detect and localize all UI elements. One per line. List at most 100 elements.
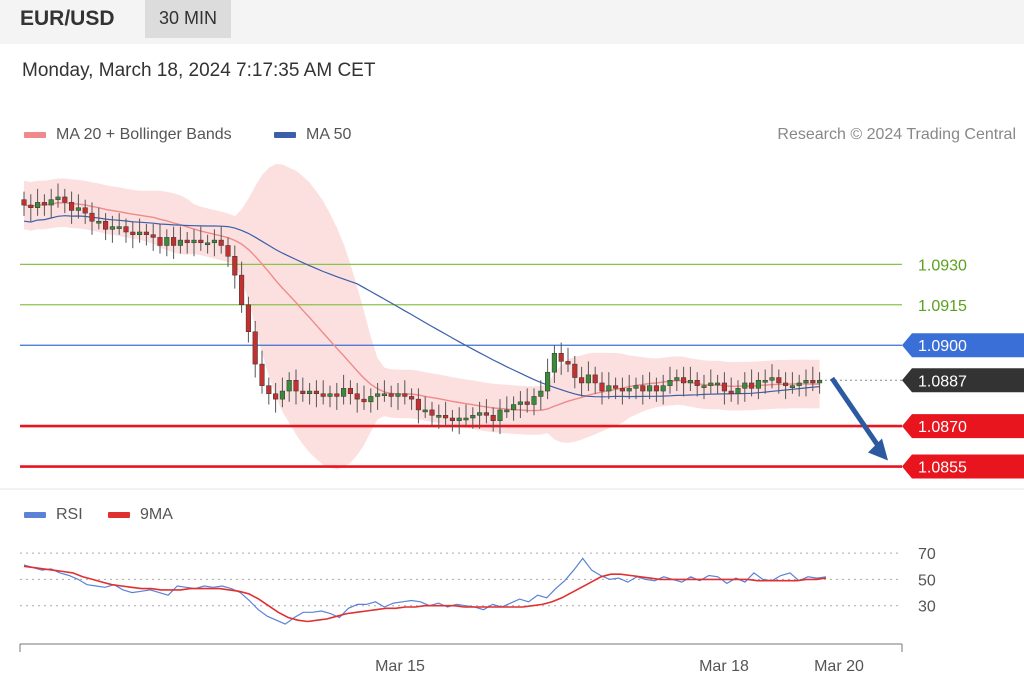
candle-body <box>436 415 442 418</box>
candle-body <box>579 377 585 384</box>
candle-body <box>55 196 61 200</box>
candle-body <box>157 237 163 246</box>
candle-body <box>415 398 421 411</box>
rsi-line <box>23 557 827 625</box>
candle-body <box>483 412 489 416</box>
candle-body <box>592 374 598 384</box>
legend-9ma: 9MA <box>108 506 173 524</box>
candle-body <box>266 385 272 394</box>
candle-body <box>449 417 455 421</box>
candle-body <box>422 409 428 413</box>
candle-body <box>633 385 639 389</box>
candle-body <box>531 396 537 405</box>
candle-body <box>681 377 687 384</box>
candle-body <box>82 207 88 214</box>
candle-body <box>660 385 666 392</box>
candle-body <box>252 331 258 365</box>
candle-body <box>517 401 523 405</box>
resistance-label: 1.0915 <box>918 298 967 315</box>
candle-body <box>300 390 306 394</box>
candle-body <box>565 361 571 365</box>
candle-body <box>613 385 619 389</box>
candle-body <box>388 393 394 397</box>
candle-body <box>653 385 659 392</box>
research-credit: Research © 2024 Trading Central <box>777 126 1016 143</box>
current-price-tag <box>902 368 1024 393</box>
candle-body <box>667 380 673 386</box>
candle-body <box>524 401 530 405</box>
candle-body <box>327 393 333 397</box>
candle-body <box>143 231 149 235</box>
candle-body <box>62 196 68 203</box>
candle-body <box>762 380 768 383</box>
candle-body <box>803 380 809 384</box>
timeframe-button[interactable]: 30 MIN <box>145 0 231 38</box>
candle-body <box>347 388 353 394</box>
candle-body <box>619 388 625 392</box>
legend-ma20-swatch <box>24 132 46 138</box>
candle-body <box>463 417 469 421</box>
candle-body <box>708 382 714 386</box>
candle-body <box>368 396 374 403</box>
ma50-line <box>23 215 820 398</box>
candles-layer <box>21 183 823 435</box>
candle-body <box>164 237 170 246</box>
candle-body <box>89 212 95 222</box>
bollinger-band-layer <box>24 164 820 470</box>
rsi-tick-label: 70 <box>918 546 936 563</box>
candle-body <box>538 390 544 397</box>
candle-body <box>599 382 605 392</box>
candle-body <box>171 237 177 246</box>
candle-body <box>796 382 802 386</box>
forecast-layer <box>829 376 888 461</box>
candle-body <box>789 385 795 388</box>
x-tick-label: Mar 15 <box>375 658 425 675</box>
legend-rsi: RSI <box>24 506 83 524</box>
candle-body <box>395 393 401 397</box>
candle-body <box>429 409 435 416</box>
pivot-price-tag <box>902 333 1024 358</box>
candle-body <box>239 274 245 306</box>
candle-body <box>721 382 727 392</box>
candle-body <box>75 207 81 211</box>
candle-body <box>742 382 748 389</box>
candle-body <box>749 382 755 389</box>
legend-ma20: MA 20 + Bollinger Bands <box>24 126 232 144</box>
chart-datetime: Monday, March 18, 2024 7:17:35 AM CET <box>22 60 376 81</box>
candle-body <box>191 239 197 244</box>
legend-ma50: MA 50 <box>274 126 351 144</box>
support-price-tag <box>902 414 1024 439</box>
moving-average-layer <box>23 201 820 412</box>
bollinger-band <box>24 164 820 470</box>
candle-body <box>361 398 367 403</box>
candle-body <box>443 415 449 419</box>
candle-body <box>585 374 591 384</box>
ma20-line <box>23 201 820 412</box>
candle-body <box>715 382 721 386</box>
legend-rsi-swatch <box>24 512 46 518</box>
rsi-ma-line <box>23 565 827 623</box>
candle-body <box>28 204 34 208</box>
candle-body <box>497 409 503 421</box>
candle-body <box>123 226 129 233</box>
candle-body <box>245 304 251 332</box>
candle-body <box>728 390 734 394</box>
candle-body <box>511 404 517 411</box>
candle-body <box>21 199 27 206</box>
candle-body <box>313 390 319 394</box>
candle-body <box>320 393 326 397</box>
candle-body <box>470 415 476 419</box>
symbol-title: EUR/USD <box>20 7 115 30</box>
candle-body <box>755 380 761 389</box>
candle-body <box>273 393 279 400</box>
rsi-tick-label: 30 <box>918 599 936 616</box>
candle-body <box>456 417 462 421</box>
candle-body <box>96 220 102 224</box>
candle-body <box>116 226 122 229</box>
candle-body <box>694 380 700 386</box>
x-axis: Mar 15 Mar 18 Mar 20 <box>19 643 903 675</box>
candle-body <box>626 388 632 392</box>
candle-body <box>817 380 823 384</box>
candle-body <box>341 388 347 397</box>
candle-body <box>103 220 109 230</box>
